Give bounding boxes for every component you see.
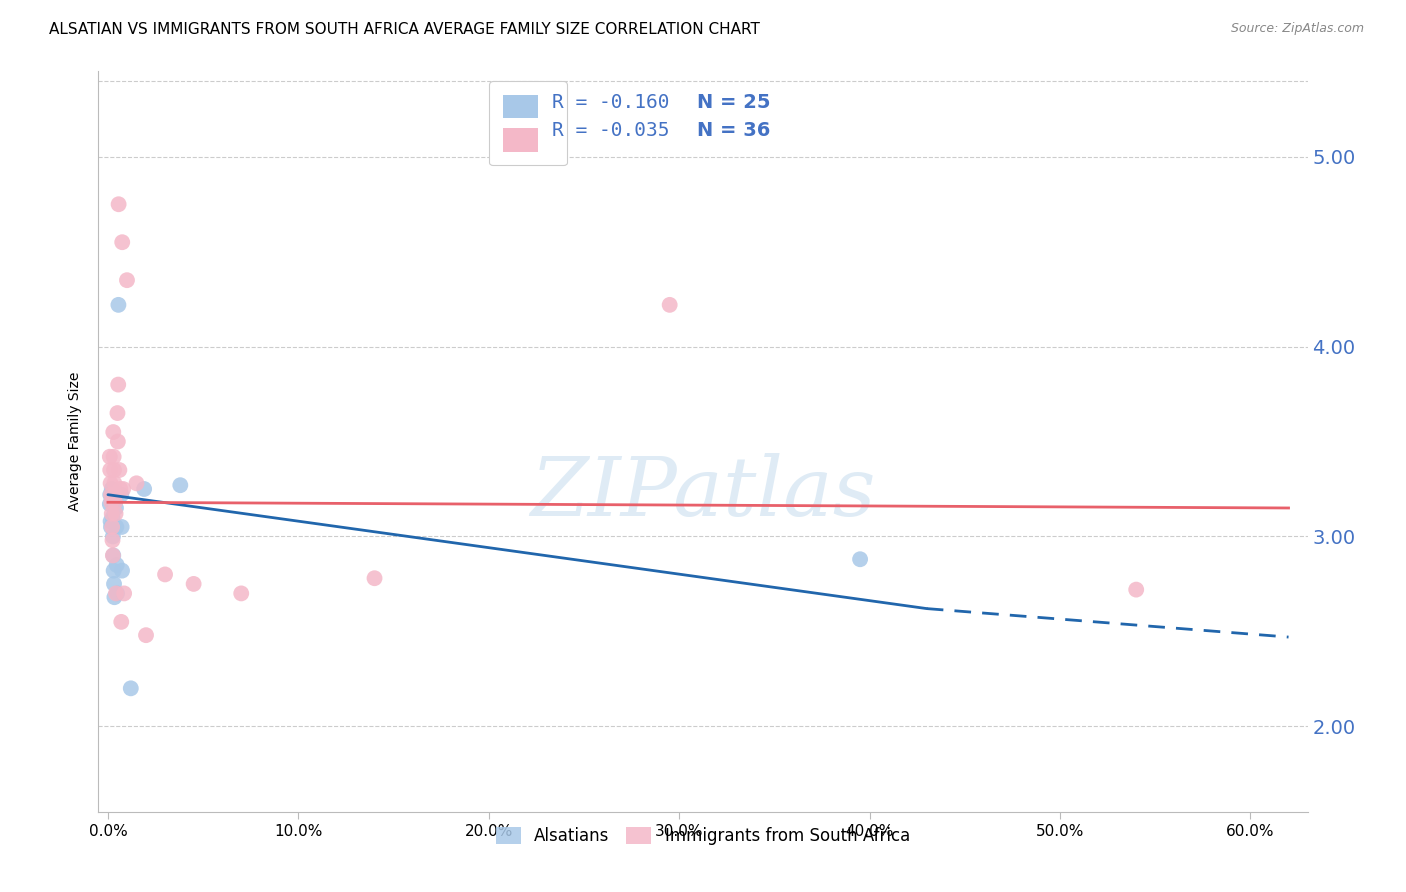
Point (107, 197, 129, 211)
Point (105, 586, 128, 600)
Point (101, 495, 124, 509)
Point (231, 586, 253, 600)
Text: ZIPatlas: ZIPatlas (530, 453, 876, 533)
Point (110, 488, 132, 502)
Point (104, 500, 127, 515)
Point (98, 450, 121, 464)
Point (101, 549, 124, 563)
Point (103, 425, 125, 439)
Point (849, 552, 872, 566)
Point (110, 615, 132, 629)
Text: R = -0.035: R = -0.035 (551, 121, 669, 140)
Point (100, 482, 122, 496)
Point (103, 564, 125, 578)
Point (104, 491, 127, 506)
Point (110, 482, 132, 496)
Point (98, 497, 121, 511)
Point (120, 681, 142, 696)
Point (153, 567, 176, 582)
Point (112, 482, 135, 496)
Text: ALSATIAN VS IMMIGRANTS FROM SOUTH AFRICA AVERAGE FAMILY SIZE CORRELATION CHART: ALSATIAN VS IMMIGRANTS FROM SOUTH AFRICA… (49, 22, 761, 37)
Point (101, 529, 124, 543)
Point (104, 495, 127, 509)
Point (98, 463, 121, 477)
Point (103, 450, 125, 464)
Point (104, 586, 127, 600)
Point (100, 495, 122, 509)
Point (111, 520, 134, 534)
Point (108, 463, 131, 477)
Text: R = -0.160: R = -0.160 (551, 93, 669, 112)
Point (103, 463, 125, 477)
Point (103, 549, 125, 563)
Point (115, 273, 138, 287)
Point (107, 298, 129, 312)
Point (100, 476, 122, 491)
Point (105, 520, 128, 534)
Point (100, 507, 122, 521)
Point (111, 235, 134, 250)
Point (125, 476, 148, 491)
Point (100, 514, 122, 528)
Point (100, 520, 122, 534)
Text: N = 25: N = 25 (697, 93, 770, 112)
Point (1125, 582, 1147, 597)
Point (104, 488, 127, 502)
Point (103, 476, 125, 491)
Point (107, 406, 129, 420)
Point (169, 478, 191, 492)
Text: Source: ZipAtlas.com: Source: ZipAtlas.com (1230, 22, 1364, 36)
Point (98, 488, 121, 502)
Point (103, 591, 125, 605)
Text: N = 36: N = 36 (697, 121, 770, 140)
Point (101, 510, 124, 524)
Point (104, 507, 127, 521)
Point (135, 628, 157, 642)
Y-axis label: Average Family Size: Average Family Size (69, 372, 83, 511)
Point (107, 434, 129, 449)
Point (103, 577, 125, 591)
Point (658, 298, 681, 312)
Point (107, 377, 129, 392)
Point (101, 520, 124, 534)
Legend: Alsatians, Immigrants from South Africa: Alsatians, Immigrants from South Africa (489, 820, 917, 852)
Point (101, 533, 124, 548)
Point (112, 586, 135, 600)
Point (105, 558, 128, 572)
Point (134, 482, 156, 496)
Point (111, 564, 134, 578)
Point (183, 577, 205, 591)
Point (363, 571, 385, 585)
Point (100, 488, 122, 502)
